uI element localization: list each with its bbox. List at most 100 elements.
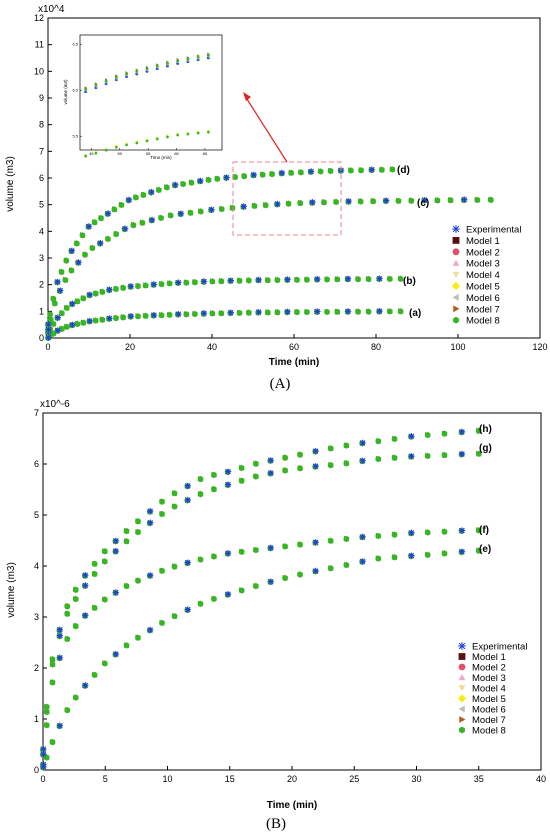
panel-a-legend-marker: [451, 281, 461, 291]
panel-b-point-model8: [64, 610, 71, 617]
panel-a-point-model8: [192, 310, 198, 318]
inset-point-model8: [104, 79, 108, 83]
panel-b-point-model8: [253, 460, 259, 467]
panel-a-series-c: [45, 196, 494, 334]
panel-b-point-model8: [123, 538, 130, 545]
panel-a-point-experimental: [308, 168, 315, 175]
panel-b-legend-label: Model 3: [472, 673, 506, 684]
panel-b-curve-label: (h): [479, 424, 492, 435]
panel-b-point-model8: [391, 531, 398, 538]
panel-b-series-f: [40, 547, 482, 771]
panel-a-legend-label: Experimental: [466, 225, 521, 236]
panel-a-point-model8: [297, 199, 303, 207]
panel-a-point-experimental: [177, 210, 185, 217]
panel-b-point-experimental: [112, 537, 120, 544]
panel-b-point-model8: [475, 450, 482, 457]
inset-point-model8: [125, 72, 128, 76]
panel-a-point-model8: [365, 275, 372, 283]
inset-point-model8: [84, 154, 87, 158]
panel-a-xlabel: Time (min): [269, 357, 319, 368]
panel-a-legend-marker: [452, 294, 459, 301]
panel-b-point-model8: [171, 490, 178, 497]
panel-a-point-model8: [68, 267, 75, 274]
panel-b-point-model8: [253, 546, 259, 554]
panel-b-point-experimental: [82, 582, 89, 589]
inset-point-model8: [145, 139, 149, 143]
panel-a-point-model8: [63, 323, 70, 330]
panel-a-label: (A): [270, 376, 291, 392]
panel-b-point-experimental: [267, 457, 274, 464]
panel-a-xtick-label: 100: [450, 342, 465, 352]
panel-a-point-model8: [197, 208, 204, 215]
panel-b-point-model8: [135, 634, 141, 641]
panel-a-point-model8: [218, 310, 225, 317]
panel-a-point-model8: [120, 284, 126, 292]
panel-a-point-model8: [118, 201, 125, 209]
panel-b-point-model8: [211, 486, 217, 493]
panel-a-point-model8: [387, 308, 393, 315]
panel-a-point-model8: [395, 197, 402, 205]
panel-b-point-model8: [91, 560, 98, 567]
inset-point-model8: [125, 143, 128, 147]
panel-b-exponent: x10^-6: [40, 399, 70, 410]
panel-b-point-experimental: [225, 468, 232, 475]
inset-ytick-label: 6.5: [72, 42, 78, 47]
panel-a-point-experimental: [284, 308, 291, 315]
panel-a-point-experimental: [57, 287, 64, 294]
panel-b-legend-label: Model 1: [472, 652, 506, 663]
panel-b-point-experimental: [312, 567, 319, 575]
panel-a-point-model8: [324, 308, 330, 316]
panel-b-point-experimental: [267, 544, 274, 551]
panel-a-point-experimental: [421, 196, 428, 204]
inset-point-model8: [115, 145, 118, 149]
panel-b-point-experimental: [40, 763, 47, 771]
panel-b-xtick-label: 30: [411, 774, 421, 784]
panel-a-point-experimental: [148, 188, 155, 196]
panel-a-xtick-label: 20: [125, 342, 135, 352]
panel-b-ytick-label: 4: [34, 561, 39, 571]
panel-a-point-model8: [79, 232, 86, 239]
panel-b-point-model8: [123, 642, 130, 649]
panel-b-point-model8: [343, 535, 350, 543]
panel-b-legend-marker: [459, 716, 466, 723]
panel-b-point-model8: [238, 477, 245, 484]
panel-b-point-model8: [282, 543, 288, 550]
panel-b-point-experimental: [147, 572, 154, 579]
panel-b-point-experimental: [82, 572, 89, 579]
panel-a-point-experimental: [278, 169, 286, 177]
panel-b-point-experimental: [312, 447, 319, 455]
panel-b-ytick-label: 2: [34, 663, 39, 673]
panel-b-point-model8: [72, 694, 79, 701]
panel-a-point-model8: [63, 257, 70, 264]
panel-a-point-model8: [365, 308, 372, 315]
panel-a-point-experimental: [86, 317, 94, 325]
panel-b-point-model8: [391, 435, 398, 443]
panel-b-point-model8: [197, 490, 204, 498]
panel-b-point-experimental: [408, 433, 415, 440]
panel-b-point-experimental: [112, 650, 120, 658]
panel-b-xtick-label: 10: [162, 774, 172, 784]
panel-b-point-experimental: [147, 519, 154, 526]
panel-a-point-experimental: [255, 276, 262, 283]
panel-a-point-model8: [135, 282, 141, 290]
panel-a-point-model8: [183, 311, 190, 318]
panel-a-point-experimental: [172, 181, 179, 188]
panel-b-point-model8: [253, 582, 259, 590]
panel-a-point-model8: [99, 316, 106, 323]
panel-b-point-model8: [197, 475, 204, 483]
panel-a-point-model8: [334, 308, 341, 316]
panel-a-point-experimental: [97, 239, 104, 247]
panel-b-point-model8: [282, 454, 288, 461]
panel-b-point-model8: [197, 600, 204, 607]
inset-point-model8: [207, 130, 210, 134]
panel-b-point-experimental: [56, 632, 64, 639]
panel-b-point-model8: [102, 660, 108, 667]
panel-a-ytick-label: 10: [34, 66, 44, 76]
panel-a-point-experimental: [86, 291, 94, 298]
panel-b-point-model8: [211, 553, 217, 560]
panel-b-point-model8: [72, 586, 79, 593]
panel-a-legend-label: Model 1: [466, 236, 500, 247]
panel-a-point-model8: [166, 280, 173, 287]
panel-a-point-experimental: [376, 275, 383, 282]
panel-b-point-model8: [253, 473, 259, 480]
